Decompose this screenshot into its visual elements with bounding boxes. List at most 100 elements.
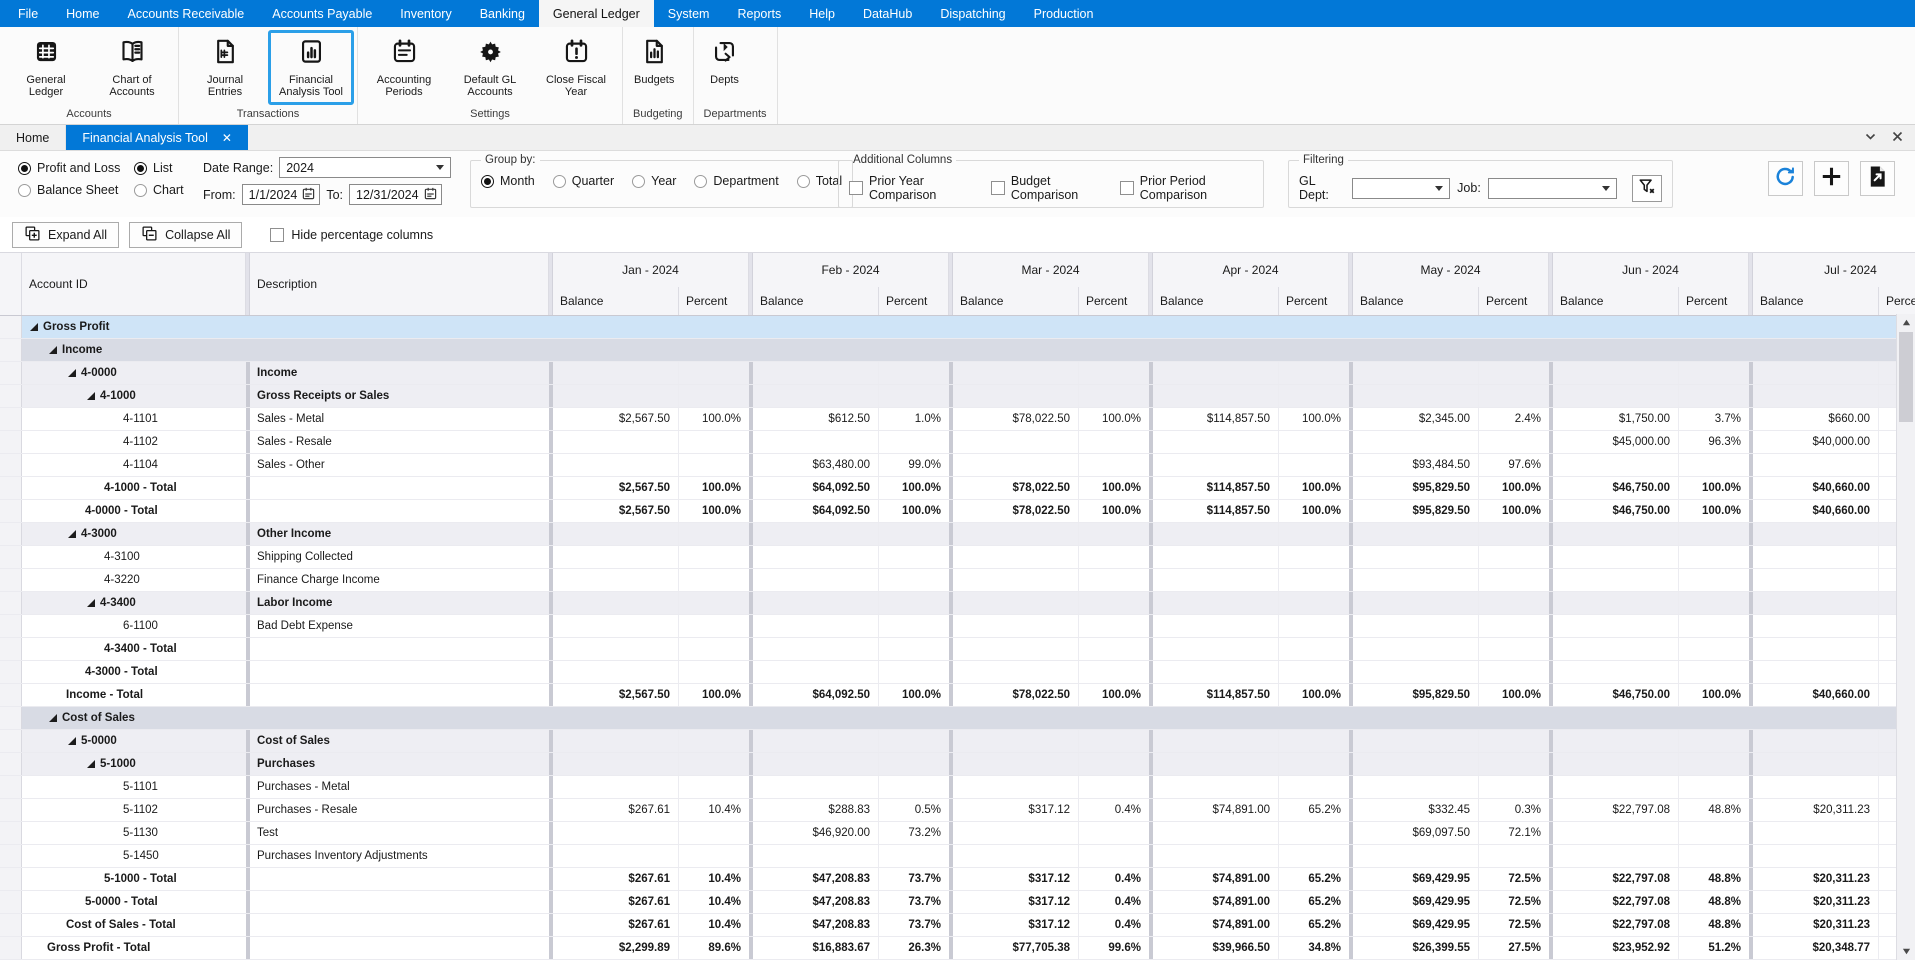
balance-cell[interactable] — [1753, 569, 1879, 591]
percent-cell[interactable] — [1279, 454, 1349, 476]
row-header-gutter[interactable] — [0, 661, 22, 683]
percent-cell[interactable] — [679, 592, 749, 614]
grid-row[interactable]: Income — [0, 339, 1915, 362]
percent-cell[interactable] — [679, 776, 749, 798]
percent-cell[interactable] — [1279, 339, 1349, 361]
balance-cell[interactable] — [1553, 569, 1679, 591]
percent-cell[interactable] — [1079, 546, 1149, 568]
percent-cell[interactable] — [679, 661, 749, 683]
account-id-cell[interactable]: Cost of Sales — [22, 707, 246, 729]
column-header-percent[interactable]: Percent — [679, 287, 749, 315]
balance-cell[interactable]: $78,022.50 — [953, 408, 1079, 430]
percent-cell[interactable] — [679, 316, 749, 338]
account-id-cell[interactable]: 5-1130 — [22, 822, 246, 844]
percent-cell[interactable] — [1279, 592, 1349, 614]
percent-cell[interactable] — [1079, 339, 1149, 361]
balance-cell[interactable]: $64,092.50 — [753, 500, 879, 522]
percent-cell[interactable] — [1679, 730, 1749, 752]
description-cell[interactable] — [250, 477, 549, 499]
percent-cell[interactable]: 10.4% — [708, 873, 741, 885]
percent-cell[interactable]: 100.0% — [1501, 505, 1541, 517]
balance-cell[interactable] — [953, 569, 1079, 591]
percent-cell[interactable] — [679, 615, 749, 637]
balance-cell[interactable] — [1353, 592, 1479, 614]
percent-cell[interactable] — [1679, 385, 1749, 407]
row-header-gutter[interactable] — [0, 684, 22, 706]
balance-cell[interactable]: $2,567.50 — [553, 408, 679, 430]
percent-cell[interactable]: 65.2% — [1308, 804, 1341, 816]
grid-row[interactable]: Cost of Sales — [0, 707, 1915, 730]
row-header-gutter[interactable] — [0, 477, 22, 499]
calendar-icon[interactable] — [424, 187, 437, 203]
balance-cell[interactable] — [1353, 661, 1479, 683]
balance-cell[interactable] — [1353, 569, 1479, 591]
balance-cell[interactable]: $93,484.50 — [1353, 454, 1479, 476]
balance-cell[interactable]: $2,299.89 — [553, 937, 679, 959]
balance-cell[interactable] — [1153, 316, 1279, 338]
row-header-gutter[interactable] — [0, 914, 22, 936]
grid-row[interactable]: 4-3000 Other Income — [0, 523, 1915, 546]
percent-cell[interactable] — [879, 615, 949, 637]
balance-cell[interactable] — [1153, 362, 1279, 384]
grid-row[interactable]: Gross Profit - Total $2,299.89 89.6% $16,88… — [0, 937, 1915, 960]
account-id-cell[interactable]: Income — [22, 339, 246, 361]
account-id-cell[interactable]: 4-0000 — [22, 362, 246, 384]
balance-cell[interactable]: $45,000.00 — [1553, 431, 1679, 453]
percent-cell[interactable] — [1279, 822, 1349, 844]
percent-cell[interactable] — [1679, 822, 1749, 844]
grid-row[interactable]: 4-0000 - Total $2,567.50 100.0% $64,092.50 1… — [0, 500, 1915, 523]
percent-cell[interactable] — [879, 776, 949, 798]
row-header-gutter[interactable] — [0, 868, 22, 890]
percent-cell[interactable]: 48.8% — [1708, 919, 1741, 931]
percent-cell[interactable] — [1079, 454, 1149, 476]
description-cell[interactable]: Purchases Inventory Adjustments — [257, 850, 428, 862]
balance-cell[interactable] — [753, 431, 879, 453]
balance-cell[interactable] — [753, 569, 879, 591]
balance-cell[interactable] — [953, 661, 1079, 683]
percent-cell[interactable] — [879, 638, 949, 660]
description-cell[interactable] — [250, 937, 549, 959]
balance-cell[interactable] — [1553, 339, 1679, 361]
balance-cell[interactable] — [1753, 615, 1879, 637]
account-id-cell[interactable]: Income - Total — [22, 684, 246, 706]
balance-cell[interactable]: $74,891.00 — [1153, 914, 1279, 936]
balance-cell[interactable] — [753, 753, 879, 775]
percent-cell[interactable] — [1479, 615, 1549, 637]
tree-expander-icon[interactable] — [30, 323, 38, 331]
percent-cell[interactable]: 0.4% — [1114, 896, 1141, 908]
balance-cell[interactable] — [1353, 615, 1479, 637]
tree-expander-icon[interactable] — [87, 760, 95, 768]
balance-cell[interactable] — [1553, 753, 1679, 775]
percent-cell[interactable]: 100.0% — [901, 689, 941, 701]
balance-cell[interactable] — [1553, 546, 1679, 568]
grid-row[interactable]: 4-3400 - Total — [0, 638, 1915, 661]
row-header-gutter[interactable] — [0, 454, 22, 476]
percent-cell[interactable]: 72.5% — [1508, 919, 1541, 931]
balance-cell[interactable]: $64,092.50 — [753, 684, 879, 706]
description-cell[interactable] — [250, 868, 549, 890]
row-header-gutter[interactable] — [0, 937, 22, 959]
column-header-percent[interactable]: Percent — [1879, 287, 1915, 315]
description-cell[interactable]: Sales - Metal — [257, 413, 325, 425]
balance-cell[interactable] — [753, 661, 879, 683]
row-header-gutter[interactable] — [0, 730, 22, 752]
balance-cell[interactable] — [1153, 385, 1279, 407]
additional-column-checkbox[interactable] — [1119, 181, 1134, 195]
grid-row[interactable]: 5-1450 Purchases Inventory Adjustments — [0, 845, 1915, 868]
balance-cell[interactable] — [1153, 339, 1279, 361]
balance-cell[interactable] — [1553, 776, 1679, 798]
balance-cell[interactable] — [1553, 845, 1679, 867]
balance-cell[interactable] — [1353, 753, 1479, 775]
percent-cell[interactable]: 26.3% — [908, 942, 941, 954]
balance-cell[interactable]: $114,857.50 — [1153, 684, 1279, 706]
balance-cell[interactable]: $95,829.50 — [1353, 500, 1479, 522]
balance-cell[interactable]: $40,660.00 — [1753, 684, 1879, 706]
grid-row[interactable]: 4-1000 - Total $2,567.50 100.0% $64,092.50 1… — [0, 477, 1915, 500]
percent-cell[interactable]: 100.0% — [1701, 505, 1741, 517]
balance-cell[interactable] — [1153, 454, 1279, 476]
row-header-gutter[interactable] — [0, 569, 22, 591]
balance-cell[interactable] — [753, 339, 879, 361]
balance-cell[interactable]: $267.61 — [553, 914, 679, 936]
ribbon-button-close-fiscal-year[interactable]: Close Fiscal Year — [533, 30, 619, 105]
balance-cell[interactable] — [753, 546, 879, 568]
